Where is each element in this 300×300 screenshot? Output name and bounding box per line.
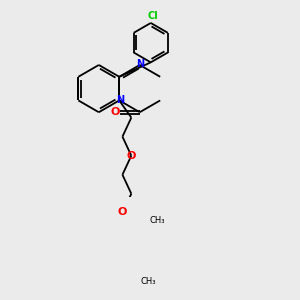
Text: N: N [136, 59, 144, 69]
Text: CH₃: CH₃ [149, 216, 165, 225]
Text: CH₃: CH₃ [141, 277, 156, 286]
Text: N: N [116, 95, 124, 105]
Text: O: O [110, 107, 119, 117]
Text: Cl: Cl [147, 11, 158, 21]
Text: O: O [118, 207, 127, 217]
Text: O: O [127, 151, 136, 161]
